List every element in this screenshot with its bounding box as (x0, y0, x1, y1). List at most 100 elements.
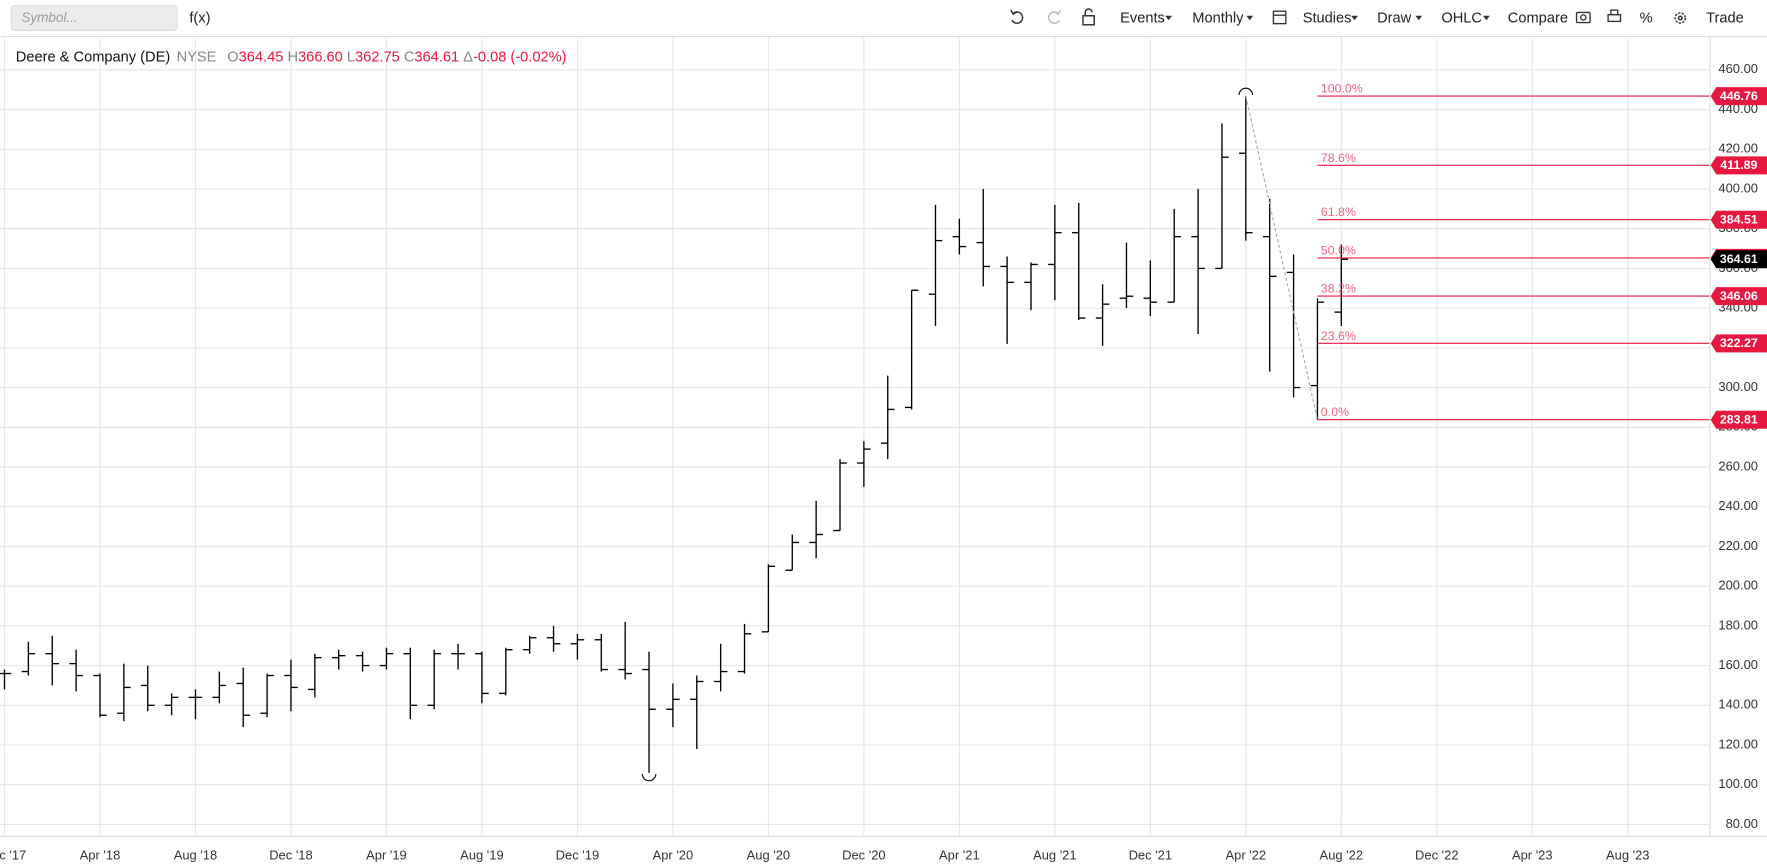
ohlc-bar (522, 635, 537, 654)
gear-hub[interactable] (1677, 15, 1683, 21)
fib-level-pct: 23.6% (1321, 329, 1356, 343)
ohlc-bar (236, 667, 250, 728)
ohlc-bar (93, 673, 107, 718)
undo-button[interactable] (1010, 9, 1024, 24)
caret[interactable] (1165, 15, 1172, 21)
price-tag (1710, 250, 1767, 269)
y-tick-label: 260.00 (1718, 458, 1758, 473)
fib-trend-line (1245, 96, 1318, 420)
ohlc-bar (45, 635, 60, 686)
low-label: L (347, 49, 355, 65)
ohlc-bar (140, 665, 155, 712)
studies-menu[interactable]: Studies (1303, 10, 1352, 26)
fib-level-pct: 100.0% (1321, 82, 1363, 96)
y-tick-label: 420.00 (1718, 141, 1758, 156)
ohlc-bar (117, 663, 131, 722)
x-tick-label: Aug '21 (1033, 847, 1076, 862)
change-label: Δ (463, 49, 473, 65)
trade-button[interactable]: Trade (1706, 10, 1744, 26)
exchange: NYSE (177, 49, 217, 65)
open-value: 364.45 (239, 49, 284, 65)
close-value: 364.61 (414, 49, 459, 65)
snapshot-button[interactable] (1575, 11, 1591, 24)
price-tag-label: 283.81 (1720, 413, 1758, 427)
caret[interactable] (1246, 15, 1254, 21)
ohlc-bar (284, 659, 298, 712)
redo-arrow[interactable] (1053, 9, 1062, 16)
toolbar: Symbol... f(x) Events Monthly Studies Dr… (0, 0, 1767, 38)
compare-button[interactable]: Compare (1508, 10, 1568, 26)
gear-icon[interactable] (1674, 12, 1687, 24)
high-label: H (287, 49, 298, 65)
ohlc-bar (260, 673, 274, 718)
symbol-placeholder[interactable]: Symbol... (21, 10, 77, 25)
function-button[interactable]: f(x) (189, 10, 210, 26)
caret[interactable] (1483, 15, 1490, 21)
ohlc-bar (1048, 204, 1062, 301)
quote-header: Deere & Company (DE) NYSE O364.45 H366.6… (16, 49, 567, 65)
print-button[interactable] (1607, 9, 1622, 23)
lock-body[interactable] (1082, 15, 1095, 26)
symbol-input[interactable] (10, 5, 178, 31)
ohlc-bar (1119, 242, 1134, 309)
ohlc-bar (308, 653, 322, 698)
camera-lens[interactable] (1580, 14, 1587, 21)
draw-menu[interactable]: Draw (1377, 10, 1412, 26)
ohlc-bar (1167, 208, 1181, 303)
events-menu[interactable]: Events (1120, 10, 1165, 26)
ohlc-bar (1262, 198, 1277, 372)
ohlc-bar (809, 500, 823, 559)
camera-icon[interactable] (1575, 11, 1591, 24)
ohlc-bar (594, 633, 609, 672)
toolbar-bg (0, 0, 1767, 37)
company-name: Deere & Company (DE) (16, 49, 170, 65)
caret[interactable] (1415, 15, 1423, 21)
undo-arrow[interactable] (1010, 9, 1018, 16)
settings-button[interactable] (1674, 12, 1687, 24)
y-tick-label: 80.00 (1726, 816, 1758, 831)
y-tick-label: 220.00 (1718, 538, 1758, 553)
ohlc-bar (499, 647, 513, 696)
x-tick-label: Apr '21 (939, 847, 980, 862)
fib-level-pct: 78.6% (1321, 151, 1356, 165)
chart-panel: 80.00 100.00 120.00 140.00 160.00 180.00 200.0… (0, 37, 1767, 862)
ohlc-bar (618, 621, 632, 680)
ohlc-bar (713, 643, 728, 692)
printer-paper[interactable] (1610, 9, 1619, 16)
lock-button[interactable] (1082, 8, 1095, 26)
x-tick-label: Apr '20 (653, 847, 694, 862)
y-tick-label: 160.00 (1718, 657, 1758, 672)
ohlc-bar (904, 289, 919, 410)
x-tick-label: Apr '19 (366, 847, 407, 862)
x-tick-label: Aug '20 (747, 847, 790, 862)
ohlc-bar (475, 651, 489, 704)
price-tag (1710, 87, 1767, 106)
ohlc-bar (952, 218, 967, 255)
ohlc-bar (1000, 256, 1014, 344)
x-tick-label: Dec '17 (0, 847, 26, 862)
caret[interactable] (1351, 15, 1358, 21)
ohlc-bar (1143, 260, 1158, 317)
calendar-icon[interactable] (1272, 10, 1287, 25)
ohlc-bar (737, 623, 752, 674)
close-label: C (404, 49, 415, 65)
percent-button[interactable]: % (1640, 10, 1653, 26)
x-tick-label: Aug '19 (460, 847, 503, 862)
high-value: 366.60 (298, 49, 343, 65)
chart-style-menu[interactable]: OHLC (1441, 10, 1482, 26)
ohlc-bar (1095, 284, 1110, 346)
y-tick-label: 300.00 (1718, 379, 1758, 394)
calendar-button[interactable] (1272, 10, 1287, 25)
period-menu[interactable]: Monthly (1192, 10, 1244, 26)
change-value: -0.08 (-0.02%) (473, 49, 567, 65)
ohlc-bar (1239, 96, 1253, 241)
ohlc-bar (427, 649, 441, 710)
ohlc-bar (642, 651, 656, 773)
y-tick-label: 200.00 (1718, 578, 1758, 593)
x-tick-label: Apr '23 (1512, 847, 1553, 862)
redo-button[interactable] (1047, 9, 1062, 24)
y-tick-label: 460.00 (1718, 61, 1758, 76)
lock-shackle[interactable] (1084, 8, 1093, 16)
x-tick-label: Apr '18 (80, 847, 121, 862)
